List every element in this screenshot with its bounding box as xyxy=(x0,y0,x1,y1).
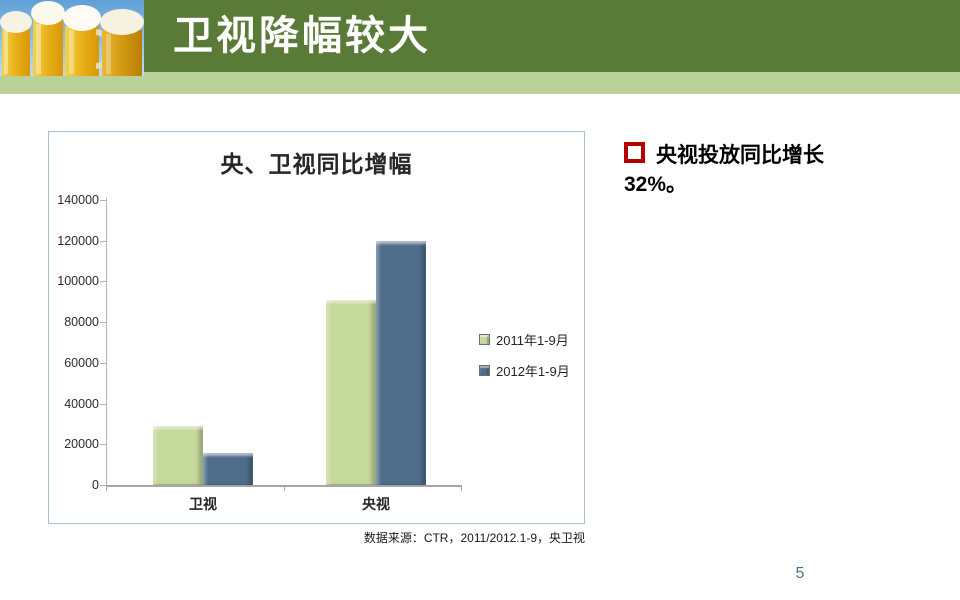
beer-mugs-image xyxy=(0,0,144,76)
slide-title: 卫视降幅较大 xyxy=(173,14,431,58)
red-square-bullet-icon xyxy=(624,142,645,163)
y-axis-tick-mark xyxy=(100,281,106,283)
y-axis-tick-mark xyxy=(100,362,106,364)
legend-item: 2011年1-9月 xyxy=(479,330,570,349)
category-label-央视: 央视 xyxy=(362,496,390,512)
bar-央视-2011年1-9月 xyxy=(326,299,376,485)
y-axis-tick-label: 40000 xyxy=(64,396,99,411)
y-axis-tick-label: 80000 xyxy=(64,315,99,330)
y-axis-tick-label: 20000 xyxy=(64,437,99,452)
note-line2: 32%。 xyxy=(624,173,688,196)
x-axis-tick-mark xyxy=(106,485,107,491)
chart-panel: 央、卫视同比增幅 0 20000 40000 60000 80000 100000 1200… xyxy=(48,131,585,524)
note-line1: 央视投放同比增长 xyxy=(656,144,824,167)
page-number: 5 xyxy=(795,565,805,582)
note-text-block: 央视投放同比增长 32%。 xyxy=(624,141,874,199)
bar-卫视-2012年1-9月 xyxy=(203,453,253,485)
legend-swatch-icon xyxy=(479,334,490,345)
y-axis-tick-mark xyxy=(100,444,106,446)
y-axis-tick-mark xyxy=(100,200,106,201)
x-axis-tick-mark xyxy=(283,485,285,491)
y-axis-tick-label: 60000 xyxy=(64,355,99,370)
y-axis-line xyxy=(106,198,107,486)
chart-title: 央、卫视同比增幅 xyxy=(220,151,413,177)
bar-央视-2012年1-9月 xyxy=(376,240,426,485)
data-source-note: 数据来源：CTR，2011/2012.1-9，央卫视 xyxy=(363,531,585,545)
y-axis-tick-label: 0 xyxy=(92,478,99,492)
y-axis-tick-mark xyxy=(100,240,106,242)
header-accent-strip xyxy=(0,72,960,94)
x-axis-tick-mark xyxy=(461,485,462,491)
bar-卫视-2011年1-9月 xyxy=(153,425,203,485)
y-axis-tick-label: 100000 xyxy=(57,274,99,289)
y-axis-tick-label: 140000 xyxy=(57,193,99,207)
y-axis-tick-mark xyxy=(100,485,106,486)
header-band xyxy=(0,0,960,72)
y-axis-tick-label: 120000 xyxy=(57,233,99,248)
legend-label: 2011年1-9月 xyxy=(496,333,569,348)
y-axis-tick-mark xyxy=(100,403,106,405)
category-label-卫视: 卫视 xyxy=(189,496,217,512)
legend-item: 2012年1-9月 xyxy=(479,361,570,380)
legend-swatch-icon xyxy=(479,365,490,376)
y-axis-tick-mark xyxy=(100,322,106,324)
chart-legend: 2011年1-9月 2012年1-9月 xyxy=(479,330,570,392)
legend-label: 2012年1-9月 xyxy=(496,364,570,379)
